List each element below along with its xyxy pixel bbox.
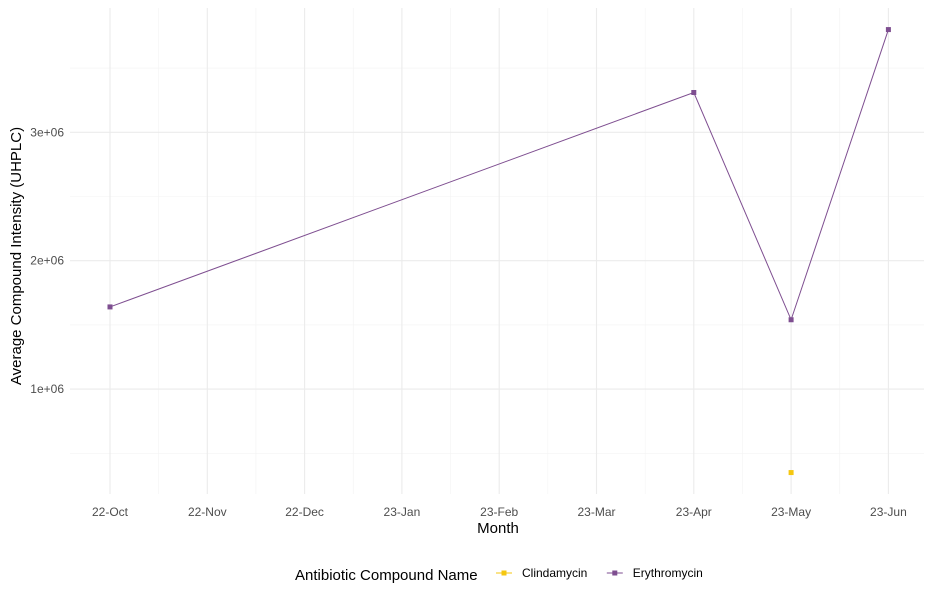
erythromycin-line (109, 29, 889, 322)
erythromycin-point (691, 89, 697, 95)
erythromycin-point (107, 304, 113, 310)
x-axis-ticks: 22-Oct 22-Nov 22-Dec 23-Jan 23-Feb 23-Mar 23-A… (92, 505, 907, 519)
legend-key-point (612, 570, 618, 576)
x-tick-label: 23-Jan (384, 505, 421, 519)
legend-item-erythromycin: Erythromycin (606, 566, 703, 580)
series-layer (107, 27, 891, 476)
legend-label: Clindamycin (522, 566, 587, 580)
x-axis-title: Month (477, 520, 519, 537)
x-tick-label: 22-Dec (285, 505, 324, 519)
y-tick-label: 2e+06 (30, 254, 64, 268)
x-tick-label: 22-Nov (188, 505, 227, 519)
minor-gridlines (70, 8, 924, 494)
legend-key-point (501, 570, 507, 576)
x-tick-label: 23-May (771, 505, 811, 519)
x-tick-label: 23-Feb (480, 505, 518, 519)
x-tick-label: 23-Jun (870, 505, 907, 519)
y-axis-title: Average Compound Intensity (UHPLC) (8, 127, 25, 385)
y-axis-ticks: 1e+06 2e+06 3e+06 (30, 125, 64, 396)
clindamycin-point (788, 470, 794, 476)
legend-item-clindamycin: Clindamycin (496, 566, 587, 580)
y-tick-label: 1e+06 (30, 382, 64, 396)
legend-title: Antibiotic Compound Name (295, 567, 478, 584)
y-tick-label: 3e+06 (30, 125, 64, 139)
x-tick-label: 22-Oct (92, 505, 129, 519)
legend-items: Clindamycin Erythromycin (496, 566, 703, 580)
major-gridlines (70, 8, 924, 494)
erythromycin-point (885, 27, 891, 33)
erythromycin-point (788, 317, 794, 323)
x-tick-label: 23-Apr (676, 505, 712, 519)
legend: Antibiotic Compound Name Clindamycin Eryt… (295, 566, 703, 584)
legend-label: Erythromycin (633, 566, 703, 580)
x-tick-label: 23-Mar (577, 505, 615, 519)
